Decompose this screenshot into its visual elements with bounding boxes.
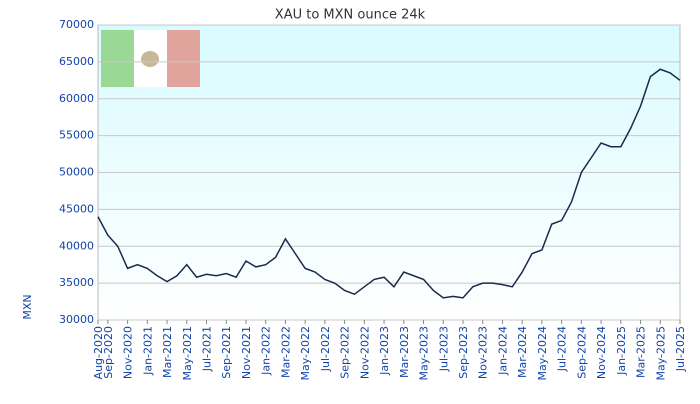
x-tick-label: May-2021 bbox=[181, 326, 194, 381]
x-tick-label: Jan-2025 bbox=[615, 326, 628, 376]
x-tick-label: Sep-2022 bbox=[339, 326, 352, 379]
x-tick-label: Sep-2024 bbox=[575, 326, 588, 379]
x-tick-label: Jul-2023 bbox=[437, 326, 450, 372]
y-tick-label: 40000 bbox=[59, 239, 94, 252]
x-tick-label: Jul-2025 bbox=[674, 326, 687, 372]
x-tick-label: Jan-2022 bbox=[260, 326, 273, 376]
y-axis-label: MXN bbox=[21, 294, 34, 319]
x-tick-label: Nov-2021 bbox=[240, 326, 253, 379]
x-tick-label: Nov-2023 bbox=[477, 326, 490, 379]
x-tick-label: Jan-2021 bbox=[141, 326, 154, 376]
x-tick-label: Sep-2023 bbox=[457, 326, 470, 379]
flag bbox=[101, 30, 200, 87]
y-tick-label: 55000 bbox=[59, 129, 94, 142]
y-tick-label: 70000 bbox=[59, 18, 94, 31]
x-tick-label: Nov-2024 bbox=[595, 326, 608, 379]
x-tick-label: Mar-2025 bbox=[635, 326, 648, 378]
x-tick-label: Jan-2024 bbox=[496, 326, 509, 376]
y-tick-label: 60000 bbox=[59, 92, 94, 105]
x-tick-label: Jan-2023 bbox=[378, 326, 391, 376]
x-tick-label: May-2023 bbox=[418, 326, 431, 381]
chart-title: XAU to MXN ounce 24k bbox=[275, 8, 426, 23]
x-tick-label: Nov-2022 bbox=[358, 326, 371, 379]
y-tick-label: 35000 bbox=[59, 276, 94, 289]
x-tick-label: Nov-2020 bbox=[122, 326, 135, 379]
x-tick-label: Mar-2021 bbox=[161, 326, 174, 378]
x-tick-label: Mar-2022 bbox=[279, 326, 292, 378]
y-tick-label: 45000 bbox=[59, 202, 94, 215]
x-tick-label: Jul-2021 bbox=[201, 326, 214, 372]
data-line bbox=[97, 68, 681, 299]
x-tick-label: Sep-2020 bbox=[102, 326, 115, 379]
y-tick-label: 30000 bbox=[59, 313, 94, 326]
x-tick-label: Mar-2023 bbox=[398, 326, 411, 378]
x-tick-label: May-2024 bbox=[536, 326, 549, 381]
x-tick-label: May-2025 bbox=[654, 326, 667, 381]
y-tick-label: 50000 bbox=[59, 166, 94, 179]
x-tick-label: Jul-2022 bbox=[319, 326, 332, 372]
x-tick-label: May-2022 bbox=[299, 326, 312, 381]
y-tick-label: 65000 bbox=[59, 55, 94, 68]
x-tick-label: Mar-2024 bbox=[516, 326, 529, 378]
x-tick-label: Jul-2024 bbox=[556, 326, 569, 372]
x-tick-label: Sep-2021 bbox=[220, 326, 233, 379]
x-tick-label: Aug-2020 bbox=[92, 326, 105, 379]
